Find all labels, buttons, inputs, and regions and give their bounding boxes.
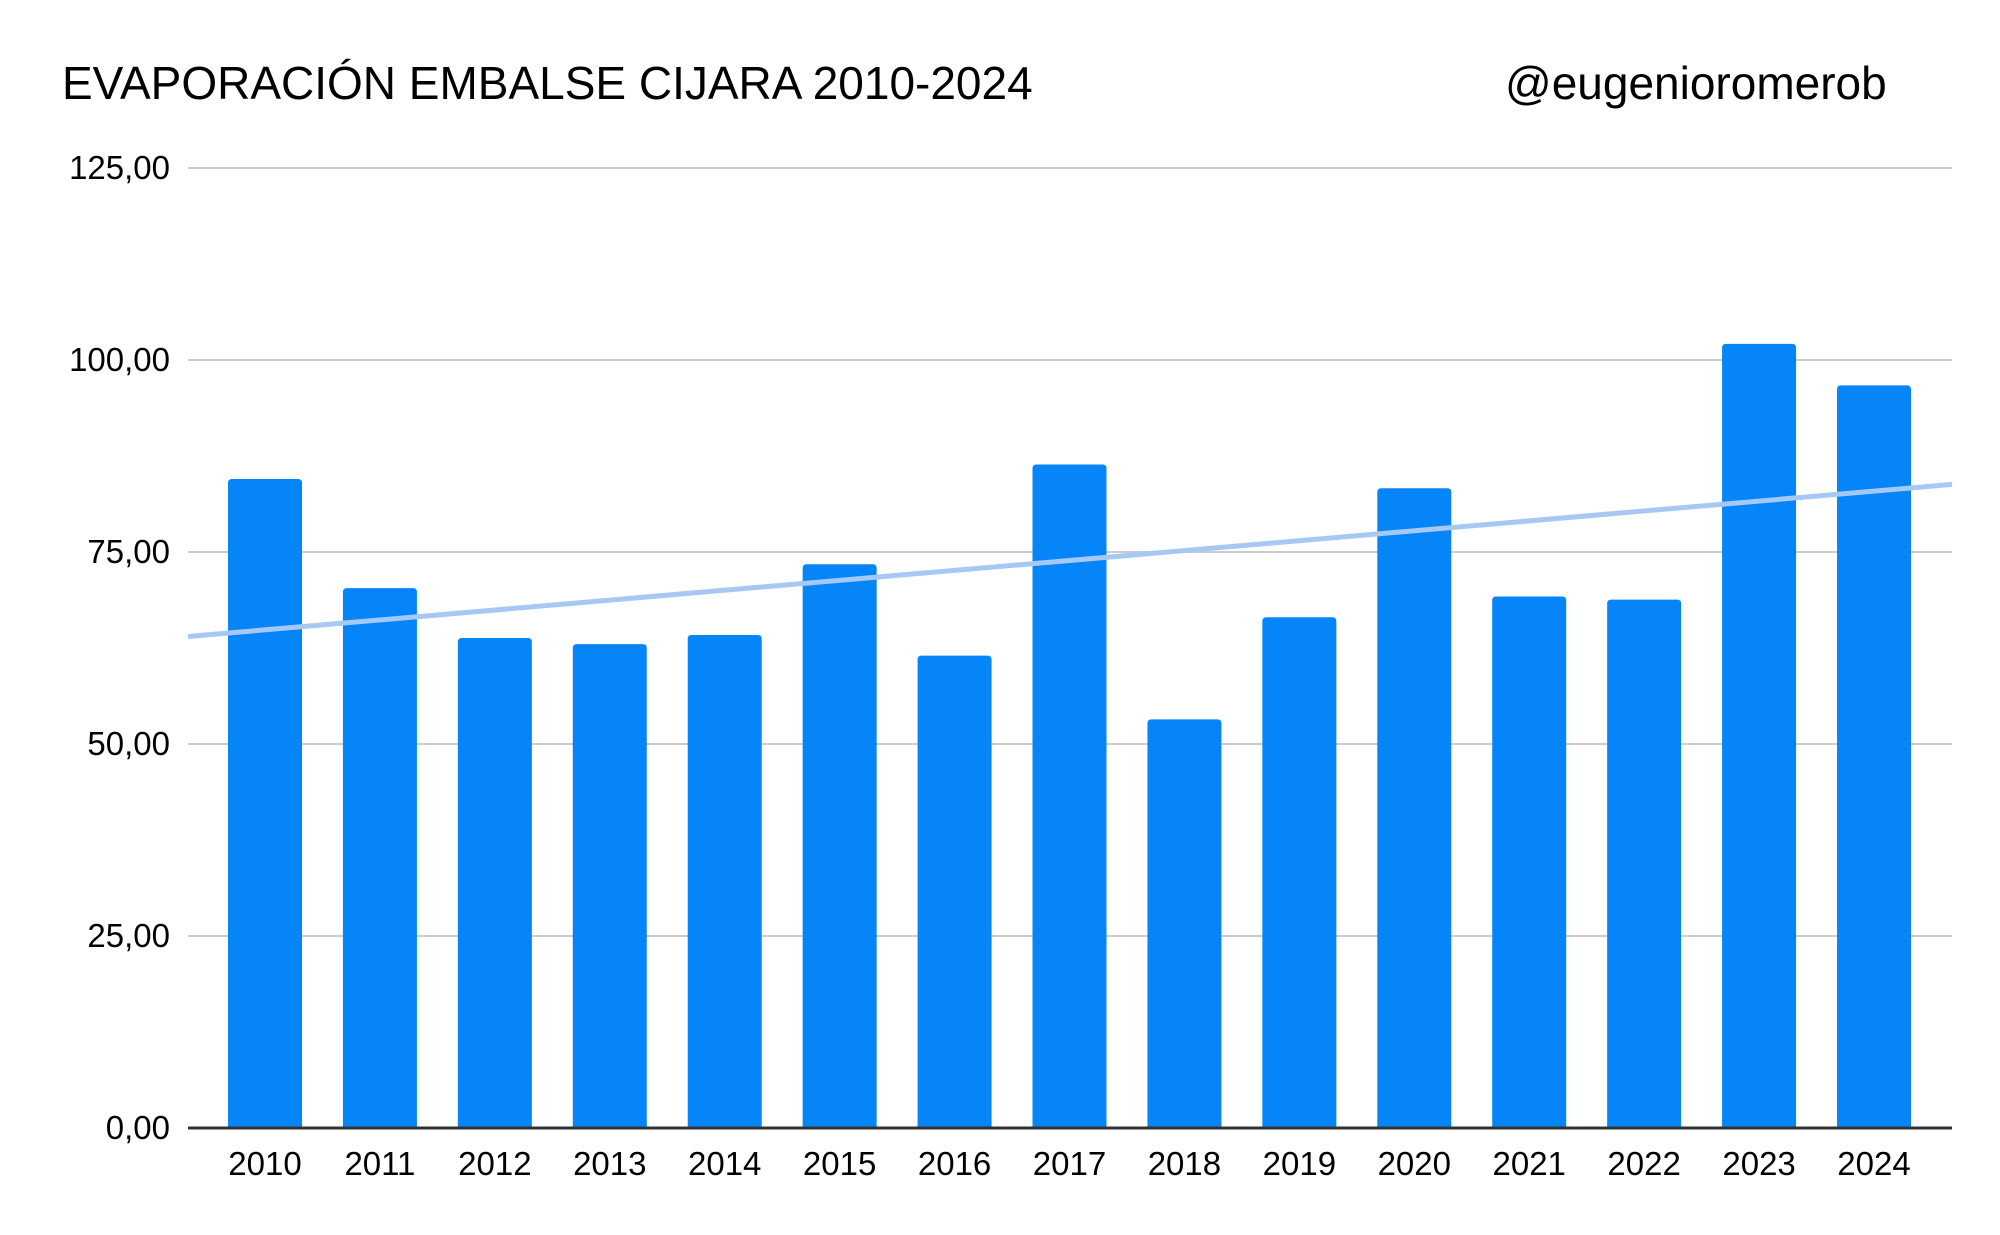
x-tick-label: 2018 <box>1148 1145 1221 1182</box>
bar-2015 <box>802 564 877 1128</box>
y-axis-ticks: 0,00 25,00 50,00 75,00 100,00 125,00 <box>69 149 170 1146</box>
x-tick-label: 2017 <box>1033 1145 1106 1182</box>
author-credit: @eugenioromerob <box>1505 57 1887 109</box>
bar-2023 <box>1722 343 1797 1128</box>
bar-2018 <box>1147 719 1222 1128</box>
y-tick-label: 50,00 <box>87 725 170 762</box>
bar-2011 <box>342 588 417 1128</box>
x-tick-label: 2014 <box>688 1145 761 1182</box>
x-tick-label: 2022 <box>1607 1145 1680 1182</box>
x-tick-label: 2019 <box>1263 1145 1336 1182</box>
trendline-layer <box>187 481 1953 639</box>
x-tick-label: 2024 <box>1837 1145 1910 1182</box>
chart-title: EVAPORACIÓN EMBALSE CIJARA 2010-2024 <box>62 57 1033 109</box>
y-tick-label: 0,00 <box>106 1109 170 1146</box>
bar-2024 <box>1837 385 1911 1128</box>
x-tick-label: 2011 <box>344 1145 415 1182</box>
bar-2021 <box>1492 596 1567 1128</box>
x-tick-label: 2010 <box>228 1145 301 1182</box>
bar-2019 <box>1262 617 1337 1128</box>
x-tick-label: 2023 <box>1722 1145 1795 1182</box>
y-tick-label: 25,00 <box>87 917 170 954</box>
x-tick-label: 2012 <box>458 1145 531 1182</box>
x-tick-label: 2016 <box>918 1145 991 1182</box>
trendline <box>187 481 1953 639</box>
bar-2012 <box>457 638 532 1128</box>
bar-2020 <box>1377 488 1452 1129</box>
x-tick-label: 2015 <box>803 1145 876 1182</box>
x-axis-ticks: 2010 2011 2012 2013 2014 2015 2016 2017 2018 2019… <box>228 1145 1910 1182</box>
x-tick-label: 2020 <box>1378 1145 1451 1182</box>
bar-2016 <box>917 655 992 1128</box>
bar-2010 <box>228 479 302 1128</box>
bar-2017 <box>1032 464 1107 1128</box>
bars <box>228 343 1911 1129</box>
x-tick-label: 2013 <box>573 1145 646 1182</box>
x-tick-label: 2021 <box>1493 1145 1566 1182</box>
y-tick-label: 75,00 <box>87 533 170 570</box>
bar-2014 <box>687 634 762 1128</box>
y-tick-label: 125,00 <box>69 149 170 186</box>
bar-2013 <box>572 644 647 1128</box>
y-tick-label: 100,00 <box>69 341 170 378</box>
bar-2022 <box>1607 599 1682 1128</box>
